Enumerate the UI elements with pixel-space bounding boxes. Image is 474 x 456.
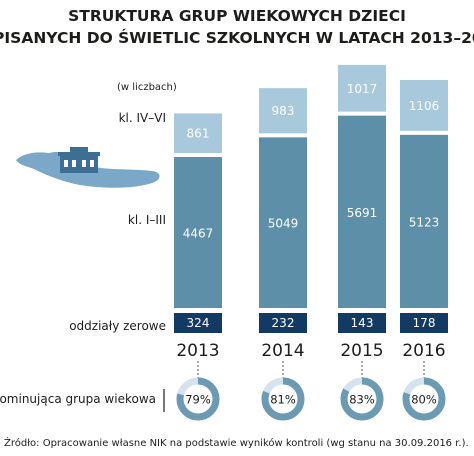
value-label-preschool: 178 <box>413 316 436 330</box>
bar-segment-grades-4-6 <box>338 64 386 112</box>
donut-fill <box>261 377 305 421</box>
hand-holding-building-icon <box>16 147 160 188</box>
bar-segment-grades-1-3 <box>338 115 386 309</box>
bar-segment-preschool <box>338 313 386 333</box>
value-label-preschool: 324 <box>187 316 210 330</box>
row-label-upper-grades: kl. IV–VI <box>119 111 166 125</box>
value-label-grades-4-6: 1106 <box>409 99 440 113</box>
donut-percent-label: 83% <box>349 393 375 407</box>
value-label-grades-4-6: 1017 <box>347 82 378 96</box>
bar-segment-grades-1-3 <box>174 157 222 308</box>
donut-percent-label: 81% <box>270 393 296 407</box>
value-label-preschool: 232 <box>272 316 295 330</box>
value-label-grades-1-3: 4467 <box>183 227 214 241</box>
value-label-grades-1-3: 5691 <box>347 206 378 220</box>
unit-note: (w liczbach) <box>117 82 177 93</box>
x-tick-label: 2014 <box>261 341 304 361</box>
value-label-grades-1-3: 5123 <box>409 215 440 229</box>
chart-title-line-1: STRUKTURA GRUP WIEKOWYCH DZIECI <box>68 7 406 25</box>
bar-segment-grades-1-3 <box>400 134 448 308</box>
bar-segment-preschool <box>174 313 222 333</box>
bar-segment-grades-4-6 <box>400 79 448 131</box>
row-label-preschool: oddziały zerowe <box>69 319 166 333</box>
x-tick-label: 2016 <box>402 341 445 361</box>
x-tick-label: 2013 <box>176 341 219 361</box>
row-label-lower-grades: kl. I–III <box>128 213 166 227</box>
bar-segment-grades-1-3 <box>259 137 307 308</box>
bar-group: 4467 861 324 2013 79% 5049 983 232 2014 81% 5691 10… <box>174 64 448 421</box>
value-label-preschool: 143 <box>351 316 374 330</box>
source-note: Źródło: Opracowanie własne NIK na podsta… <box>4 436 469 449</box>
x-tick-label: 2015 <box>340 341 383 361</box>
value-label-grades-1-3: 5049 <box>268 217 299 231</box>
donut-fill <box>402 377 446 421</box>
bar-segment-preschool <box>400 313 448 333</box>
building-shape <box>58 147 100 173</box>
value-label-grades-4-6: 983 <box>272 104 295 118</box>
donut-percent-label: 79% <box>185 393 211 407</box>
bar-segment-grades-4-6 <box>174 113 222 154</box>
donut-fill <box>176 377 220 421</box>
bar-segment-preschool <box>259 313 307 333</box>
chart-title-line-2: ZAPISANYCH DO ŚWIETLIC SZKOLNYCH W LATAC… <box>0 28 474 47</box>
value-label-grades-4-6: 861 <box>187 127 210 141</box>
building-windows <box>64 160 94 167</box>
bar-segment-grades-4-6 <box>259 88 307 134</box>
donut-fill <box>340 377 384 421</box>
donut-percent-label: 80% <box>411 393 437 407</box>
row-label-dominant-group: dominująca grupa wiekowa <box>0 392 156 406</box>
